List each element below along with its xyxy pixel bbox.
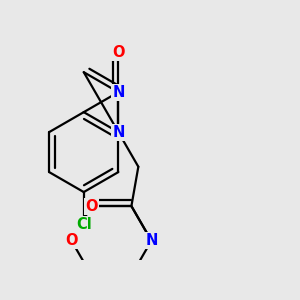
Text: N: N xyxy=(145,233,158,248)
Text: N: N xyxy=(112,124,124,140)
Text: O: O xyxy=(112,45,124,60)
Text: N: N xyxy=(112,85,124,100)
Text: O: O xyxy=(65,233,78,248)
Text: O: O xyxy=(85,199,98,214)
Text: Cl: Cl xyxy=(76,217,92,232)
